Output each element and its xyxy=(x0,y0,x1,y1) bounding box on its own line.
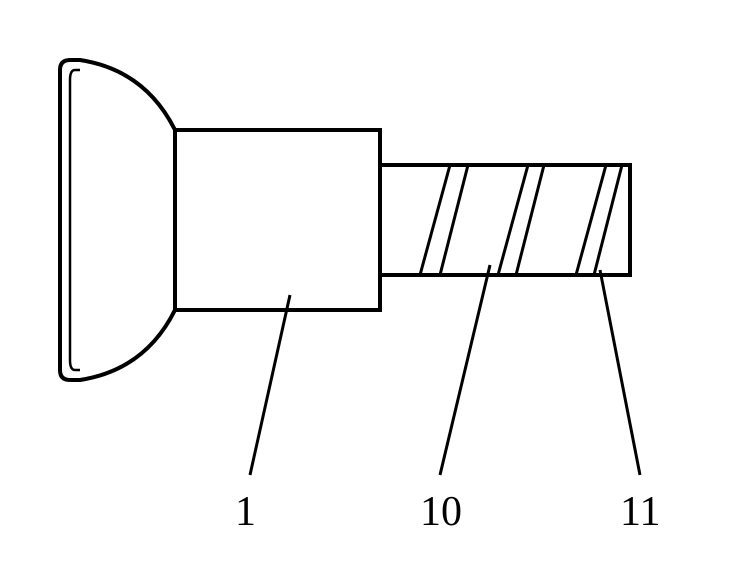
body-rect xyxy=(175,130,380,310)
threads-group xyxy=(420,165,622,275)
leader-10 xyxy=(440,265,490,475)
head-inner xyxy=(70,70,80,370)
thread-line-5 xyxy=(594,165,622,275)
leader-11 xyxy=(600,270,640,475)
leader-1 xyxy=(250,295,290,475)
label-10: 10 xyxy=(420,489,462,535)
label-1: 1 xyxy=(235,489,256,535)
diagram-svg: 1 10 11 xyxy=(0,0,748,585)
thread-line-4 xyxy=(576,165,606,275)
thread-line-3 xyxy=(516,165,544,275)
thread-line-2 xyxy=(498,165,528,275)
label-11: 11 xyxy=(620,489,660,535)
head-outer xyxy=(60,60,175,380)
